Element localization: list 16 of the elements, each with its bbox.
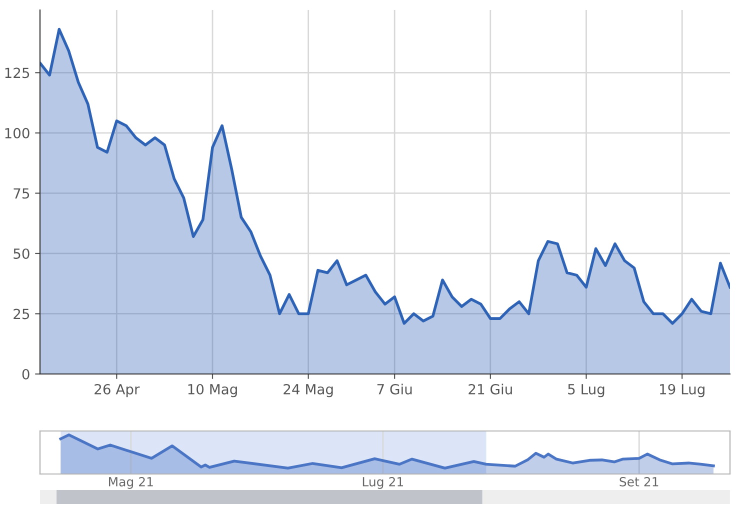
y-tick-label: 125 bbox=[5, 68, 30, 78]
x-tick-label: Lug 21 bbox=[362, 477, 404, 489]
y-tick-label: 25 bbox=[14, 308, 30, 320]
x-tick-label: 19 Lug bbox=[660, 384, 704, 398]
y-tick-label: 50 bbox=[14, 248, 30, 259]
x-tick-label: 26 Apr bbox=[94, 384, 140, 398]
x-tick-label: 5 Lug bbox=[568, 384, 604, 398]
x-tick-label: Mag 21 bbox=[108, 477, 153, 489]
x-tick-label: 7 Giu bbox=[377, 384, 412, 394]
x-tick-label: Set 21 bbox=[620, 477, 658, 486]
x-tick-label: 10 Mag bbox=[188, 384, 237, 398]
x-tick-label: 21 Giu bbox=[468, 384, 512, 394]
x-tick-label: 24 Mag bbox=[284, 384, 333, 398]
y-tick-label: 75 bbox=[14, 188, 30, 199]
y-tick-label: 100 bbox=[5, 128, 30, 138]
y-tick-label: 0 bbox=[22, 368, 30, 380]
